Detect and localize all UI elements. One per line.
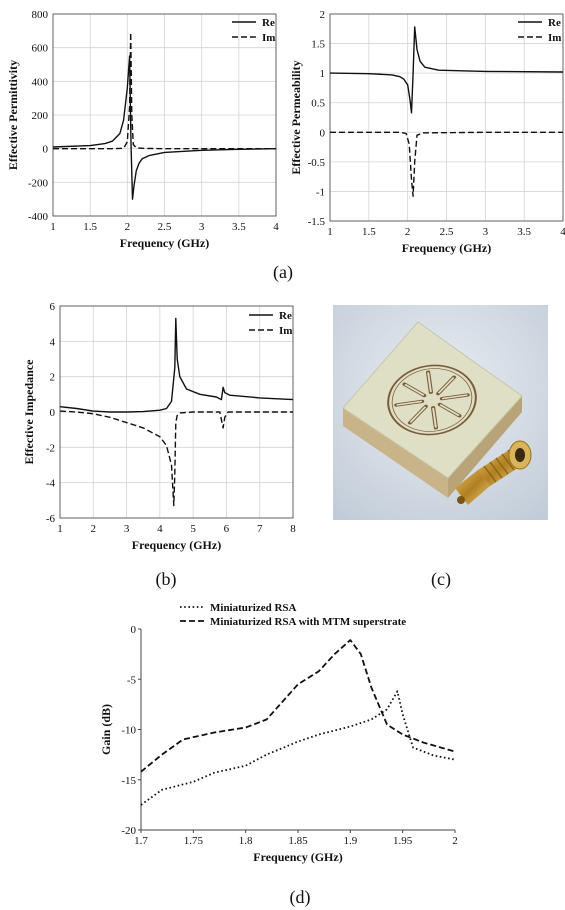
y-tick-label: -4 — [46, 478, 56, 490]
y-axis-label: Gain (dB) — [99, 704, 113, 755]
x-tick-label: 2 — [405, 226, 411, 238]
x-tick-label: 1 — [50, 221, 56, 233]
legend-label: Re — [279, 310, 292, 322]
y-tick-label: 1 — [320, 68, 326, 80]
series-line-re — [59, 317, 294, 413]
y-tick-label: -0.5 — [308, 157, 326, 169]
y-tick-label: 0 — [50, 407, 56, 419]
x-tick-label: 2.5 — [440, 226, 454, 238]
series-line-re — [52, 55, 277, 200]
legend-label: Miniaturized RSA — [210, 602, 297, 614]
x-tick-label: 3 — [199, 221, 205, 233]
y-tick-label: 0 — [131, 624, 137, 636]
x-tick-label: 1.95 — [393, 835, 413, 847]
y-axis-label: Effective Permittivity — [6, 60, 20, 170]
x-tick-label: 4 — [560, 226, 565, 238]
y-tick-label: -400 — [28, 211, 49, 223]
x-axis-label: Frequency (GHz) — [120, 236, 209, 250]
antenna-photo — [333, 305, 548, 520]
substrate-edge — [343, 408, 448, 498]
x-axis-label: Frequency (GHz) — [402, 241, 491, 255]
substrate-top — [342, 321, 523, 479]
x-tick-label: 3 — [483, 226, 489, 238]
series-line-im — [330, 131, 563, 197]
y-tick-label: 1.5 — [311, 39, 325, 51]
y-axis-label: Effective Impedance — [22, 359, 36, 465]
x-tick-label: 1 — [57, 523, 63, 535]
substrate-side — [448, 396, 522, 498]
y-tick-label: 800 — [32, 9, 49, 21]
x-tick-label: 8 — [290, 523, 296, 535]
x-tick-label: 4 — [273, 221, 279, 233]
series-line-miniaturized-rsa — [140, 690, 456, 806]
y-tick-label: -20 — [121, 825, 136, 837]
x-tick-label: 4 — [157, 523, 163, 535]
caption-c: (c) — [431, 569, 451, 590]
x-tick-label: 1.5 — [362, 226, 376, 238]
caption-b: (b) — [156, 569, 177, 590]
x-tick-label: 2 — [91, 523, 97, 535]
x-tick-label: 1.5 — [83, 221, 97, 233]
gain-chart: 1.7 1.75 1.8 1.85 1.9 1.95 2 -20 -15 -10 -5 0 Freque… — [99, 602, 458, 864]
x-tick-label: 1.85 — [288, 835, 308, 847]
series-line-miniaturized-rsa-with-mtm-superstrate — [140, 639, 456, 773]
y-tick-label: 4 — [50, 336, 56, 348]
x-tick-label: 3 — [124, 523, 130, 535]
x-tick-label: 1 — [327, 226, 333, 238]
y-tick-label: -15 — [121, 775, 136, 787]
y-tick-label: 0 — [320, 127, 326, 139]
legend-label: Im — [548, 32, 561, 44]
y-tick-label: -200 — [28, 177, 49, 189]
y-tick-label: 400 — [32, 76, 49, 88]
y-tick-label: -10 — [121, 725, 136, 737]
y-tick-label: -5 — [127, 674, 137, 686]
x-tick-label: 2 — [452, 835, 458, 847]
plot-frame — [52, 13, 277, 217]
sma-connector-icon — [455, 440, 532, 505]
y-tick-label: -2 — [46, 442, 55, 454]
legend-label: Re — [548, 17, 561, 29]
x-tick-label: 1.75 — [184, 835, 204, 847]
plot-frame — [329, 13, 564, 222]
y-tick-label: 600 — [32, 43, 49, 55]
x-tick-label: 1.8 — [239, 835, 253, 847]
y-tick-label: -6 — [46, 513, 56, 525]
y-tick-label: 0 — [43, 144, 49, 156]
legend-label: Re — [262, 17, 275, 29]
permittivity-chart: 1 1.5 2 2.5 3 3.5 4 -400 -200 0 200 400 600 800 Freque… — [6, 9, 279, 250]
slotted-patch — [387, 364, 477, 436]
caption-d: (d) — [290, 887, 311, 908]
x-tick-label: 6 — [224, 523, 230, 535]
x-tick-label: 3.5 — [517, 226, 531, 238]
legend-label: Im — [262, 32, 275, 44]
x-tick-label: 1.9 — [343, 835, 357, 847]
permeability-chart: 1 1.5 2 2.5 3 3.5 4 -1.5 -1 -0.5 0 0.5 1 1.5 2 Frequenc… — [289, 9, 565, 255]
y-tick-label: 2 — [320, 9, 326, 21]
legend-label: Im — [279, 325, 292, 337]
x-axis-label: Frequency (GHz) — [132, 538, 221, 552]
x-tick-label: 5 — [190, 523, 196, 535]
x-tick-label: 7 — [257, 523, 263, 535]
caption-a: (a) — [273, 262, 293, 283]
x-tick-label: 3.5 — [232, 221, 246, 233]
y-tick-label: -1 — [316, 186, 325, 198]
x-tick-label: 1.7 — [134, 835, 148, 847]
x-tick-label: 2.5 — [158, 221, 172, 233]
legend-label: Miniaturized RSA with MTM superstrate — [210, 616, 406, 628]
y-tick-label: 0.5 — [311, 98, 325, 110]
y-tick-label: -1.5 — [308, 216, 326, 228]
series-line-re — [329, 26, 564, 114]
y-tick-label: 2 — [50, 372, 56, 384]
y-tick-label: 200 — [32, 110, 49, 122]
x-tick-label: 2 — [125, 221, 131, 233]
x-axis-label: Frequency (GHz) — [253, 850, 342, 864]
y-tick-label: 6 — [50, 301, 56, 313]
y-axis-label: Effective Permeability — [289, 60, 303, 174]
series-line-im — [59, 410, 293, 507]
